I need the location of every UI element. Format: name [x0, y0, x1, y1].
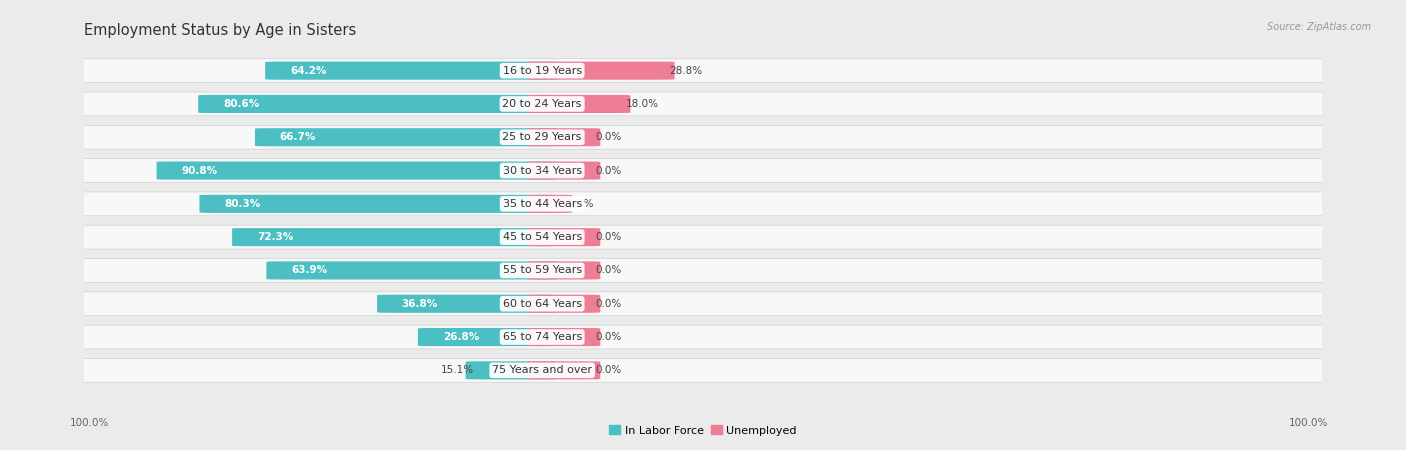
Legend: In Labor Force, Unemployed: In Labor Force, Unemployed	[605, 421, 801, 440]
Text: 90.8%: 90.8%	[181, 166, 218, 176]
Text: 20 to 24 Years: 20 to 24 Years	[502, 99, 582, 109]
Text: 72.3%: 72.3%	[257, 232, 294, 242]
FancyBboxPatch shape	[200, 195, 557, 213]
Text: 0.0%: 0.0%	[595, 299, 621, 309]
Text: 63.9%: 63.9%	[291, 266, 328, 275]
FancyBboxPatch shape	[527, 62, 675, 80]
FancyBboxPatch shape	[77, 225, 1329, 249]
Text: 80.3%: 80.3%	[224, 199, 260, 209]
FancyBboxPatch shape	[527, 162, 600, 180]
FancyBboxPatch shape	[266, 261, 557, 279]
Text: 100.0%: 100.0%	[1289, 418, 1329, 428]
FancyBboxPatch shape	[77, 126, 1329, 149]
FancyBboxPatch shape	[77, 159, 1329, 182]
FancyBboxPatch shape	[377, 295, 557, 313]
Text: 18.0%: 18.0%	[626, 99, 658, 109]
FancyBboxPatch shape	[77, 325, 1329, 349]
FancyBboxPatch shape	[527, 95, 630, 113]
FancyBboxPatch shape	[77, 359, 1329, 382]
Text: 26.8%: 26.8%	[443, 332, 479, 342]
FancyBboxPatch shape	[77, 192, 1329, 216]
Text: Source: ZipAtlas.com: Source: ZipAtlas.com	[1267, 22, 1371, 32]
FancyBboxPatch shape	[156, 162, 557, 180]
FancyBboxPatch shape	[77, 59, 1329, 82]
FancyBboxPatch shape	[232, 228, 557, 246]
Text: 65 to 74 Years: 65 to 74 Years	[502, 332, 582, 342]
Text: 0.0%: 0.0%	[595, 365, 621, 375]
Text: 30 to 34 Years: 30 to 34 Years	[502, 166, 582, 176]
Text: 80.6%: 80.6%	[224, 99, 259, 109]
FancyBboxPatch shape	[527, 295, 600, 313]
FancyBboxPatch shape	[527, 228, 600, 246]
Text: 25 to 29 Years: 25 to 29 Years	[502, 132, 582, 142]
Text: 0.0%: 0.0%	[595, 166, 621, 176]
FancyBboxPatch shape	[465, 361, 557, 379]
Text: Employment Status by Age in Sisters: Employment Status by Age in Sisters	[84, 22, 357, 37]
Text: 35 to 44 Years: 35 to 44 Years	[502, 199, 582, 209]
FancyBboxPatch shape	[527, 128, 600, 146]
FancyBboxPatch shape	[527, 195, 572, 213]
Text: 0.0%: 0.0%	[595, 132, 621, 142]
Text: 15.1%: 15.1%	[441, 365, 474, 375]
Text: 16 to 19 Years: 16 to 19 Years	[502, 66, 582, 76]
FancyBboxPatch shape	[77, 92, 1329, 116]
FancyBboxPatch shape	[527, 361, 600, 379]
FancyBboxPatch shape	[527, 261, 600, 279]
Text: 60 to 64 Years: 60 to 64 Years	[502, 299, 582, 309]
Text: 0.0%: 0.0%	[595, 266, 621, 275]
Text: 3.7%: 3.7%	[567, 199, 593, 209]
FancyBboxPatch shape	[77, 292, 1329, 315]
FancyBboxPatch shape	[198, 95, 557, 113]
Text: 36.8%: 36.8%	[402, 299, 439, 309]
Text: 0.0%: 0.0%	[595, 332, 621, 342]
Text: 75 Years and over: 75 Years and over	[492, 365, 592, 375]
Text: 55 to 59 Years: 55 to 59 Years	[502, 266, 582, 275]
FancyBboxPatch shape	[418, 328, 557, 346]
Text: 64.2%: 64.2%	[290, 66, 326, 76]
Text: 100.0%: 100.0%	[70, 418, 110, 428]
Text: 45 to 54 Years: 45 to 54 Years	[502, 232, 582, 242]
Text: 66.7%: 66.7%	[280, 132, 316, 142]
FancyBboxPatch shape	[266, 62, 557, 80]
FancyBboxPatch shape	[527, 328, 600, 346]
FancyBboxPatch shape	[77, 259, 1329, 282]
Text: 0.0%: 0.0%	[595, 232, 621, 242]
FancyBboxPatch shape	[254, 128, 557, 146]
Text: 28.8%: 28.8%	[669, 66, 703, 76]
